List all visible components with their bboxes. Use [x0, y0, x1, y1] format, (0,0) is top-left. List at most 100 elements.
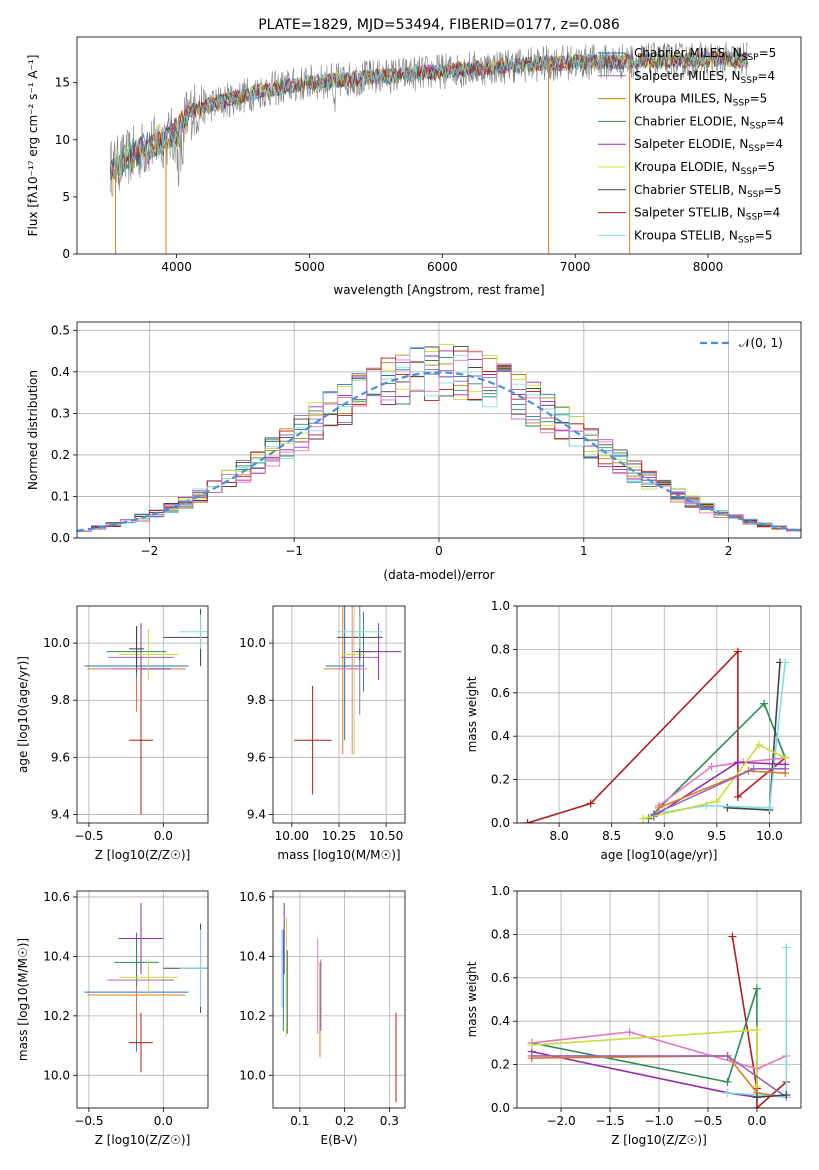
- age-weight-plot: [523, 647, 790, 823]
- data-point: [655, 803, 663, 812]
- y-tick-label: 10.0: [239, 1068, 266, 1082]
- x-tick-label: −2: [141, 544, 159, 558]
- data-point: [723, 803, 732, 812]
- data-point: [723, 1051, 732, 1060]
- x-tick-label: −0.5: [74, 829, 103, 843]
- model-spectrum-7: [109, 51, 749, 180]
- x-tick-label: 9.0: [655, 829, 674, 843]
- data-point: [723, 1077, 732, 1086]
- residual-ylabel: Normed distribution: [26, 370, 40, 490]
- x-tick-label: 7000: [560, 260, 591, 274]
- data-point: [707, 762, 716, 771]
- y-tick-label: 0.5: [51, 323, 70, 337]
- mass-age-frame: [272, 605, 406, 824]
- x-tick-label: 4000: [161, 260, 192, 274]
- y-tick-label: 0.0: [491, 816, 510, 830]
- x-tick-label: −1.5: [595, 1114, 624, 1128]
- y-tick-label: 0.4: [491, 729, 510, 743]
- x-tick-label: 0: [435, 544, 443, 558]
- y-tick-label: 1.0: [491, 599, 510, 613]
- y-tick-label: 0.8: [491, 927, 510, 941]
- y-tick-label: 0: [62, 247, 70, 261]
- legend-entry: 𝒩(0, 1): [739, 336, 783, 350]
- spectrum-plot: [109, 41, 749, 254]
- x-tick-label: 10.00: [275, 829, 309, 843]
- y-tick-label: 15: [55, 76, 70, 90]
- y-tick-label: 10.4: [239, 949, 266, 963]
- legend-entry: Salpeter ELODIE, NSSP=4: [634, 137, 783, 154]
- y-tick-label: 0.6: [491, 686, 510, 700]
- data-point: [752, 984, 761, 993]
- ebv-mass-axes: 0.1 0.2 0.3 10.0 10.2 10.4 10.6: [239, 890, 405, 1128]
- data-point: [752, 1093, 761, 1102]
- x-tick-label: −1.0: [644, 1114, 673, 1128]
- z-mass-axes: −0.5 0.0 10.0 10.2 10.4 10.6: [43, 890, 208, 1128]
- legend-entry: Salpeter MILES, NSSP=4: [634, 69, 775, 86]
- x-tick-label: 2: [725, 544, 733, 558]
- z-age-xlabel: Z [log10(Z/Z☉)]: [95, 848, 191, 862]
- x-tick-label: 10.50: [369, 829, 403, 843]
- normal-curve: [77, 371, 801, 532]
- z-age-ylabel: age [log10(age/yr)]: [16, 656, 30, 773]
- y-tick-label: 10.0: [43, 636, 70, 650]
- x-tick-label: 0.2: [335, 1114, 354, 1128]
- x-tick-label: 0.3: [380, 1114, 399, 1128]
- data-point: [760, 699, 769, 708]
- data-point: [728, 932, 737, 941]
- y-tick-label: 0.4: [491, 1014, 510, 1028]
- data-point: [781, 764, 790, 773]
- y-tick-label: 9.8: [51, 693, 70, 707]
- z-weight-axes: −2.0 −1.5 −1.0 −0.5 0.0 0.0 0.2 0.4 0.6 0.8 1.0: [491, 884, 801, 1128]
- x-tick-label: 8.0: [550, 829, 569, 843]
- z-weight-plot: [527, 932, 791, 1108]
- z-weight-series-0: [731, 936, 787, 1108]
- y-tick-label: 10.2: [43, 1009, 70, 1023]
- y-tick-label: 0.8: [491, 642, 510, 656]
- y-tick-label: 9.4: [51, 807, 70, 821]
- x-tick-label: 10.0: [756, 829, 783, 843]
- z-age-axes: −0.5 0.0 9.4 9.6 9.8 10.0: [43, 606, 208, 843]
- data-point: [749, 764, 758, 773]
- data-point: [781, 753, 790, 762]
- y-tick-label: 10: [55, 133, 70, 147]
- x-tick-label: −0.5: [693, 1114, 722, 1128]
- residual-legend: 𝒩(0, 1): [700, 336, 783, 350]
- x-tick-label: 5000: [294, 260, 325, 274]
- spectrum-frame: [76, 36, 802, 255]
- z-age-plot: [84, 608, 208, 815]
- data-point: [782, 943, 791, 952]
- mass-age-xlabel: mass [log10(M/M☉)]: [277, 848, 400, 862]
- x-tick-label: 0.0: [154, 829, 173, 843]
- y-tick-label: 10.6: [43, 890, 70, 904]
- legend-entry: Kroupa STELIB, NSSP=5: [634, 228, 772, 245]
- residual-plot: [77, 343, 801, 532]
- data-point: [527, 1051, 536, 1060]
- y-tick-label: 9.6: [247, 750, 266, 764]
- mass-age-axes: 10.00 10.25 10.50 9.4 9.6 9.8 10.0: [239, 606, 405, 843]
- y-tick-label: 0.0: [491, 1101, 510, 1115]
- x-tick-label: 8000: [693, 260, 724, 274]
- data-point: [625, 1028, 634, 1037]
- data-point: [765, 803, 774, 812]
- data-point: [733, 758, 742, 767]
- age-weight-frame: [516, 605, 802, 824]
- residual-frame: [76, 321, 802, 539]
- ebv-mass-frame: [272, 890, 406, 1109]
- data-point: [754, 740, 763, 749]
- model-spectrum-4: [109, 51, 749, 180]
- z-age-frame: [76, 605, 209, 824]
- y-tick-label: 10.4: [43, 949, 70, 963]
- spectrum-ylabel: Flux [fλ10⁻¹⁷ erg cm⁻² s⁻¹ A⁻¹]: [26, 55, 40, 237]
- age-weight-series-0: [527, 649, 786, 823]
- data-point: [752, 1104, 761, 1108]
- y-tick-label: 9.8: [247, 693, 266, 707]
- data-point: [733, 647, 742, 656]
- data-point: [712, 797, 721, 806]
- x-tick-label: 0.0: [154, 1114, 173, 1128]
- legend-entry: Chabrier ELODIE, NSSP=4: [634, 114, 784, 131]
- y-tick-label: 0.2: [491, 1058, 510, 1072]
- z-mass-frame: [76, 890, 209, 1109]
- x-tick-label: 0.1: [290, 1114, 309, 1128]
- y-tick-label: 10.0: [43, 1068, 70, 1082]
